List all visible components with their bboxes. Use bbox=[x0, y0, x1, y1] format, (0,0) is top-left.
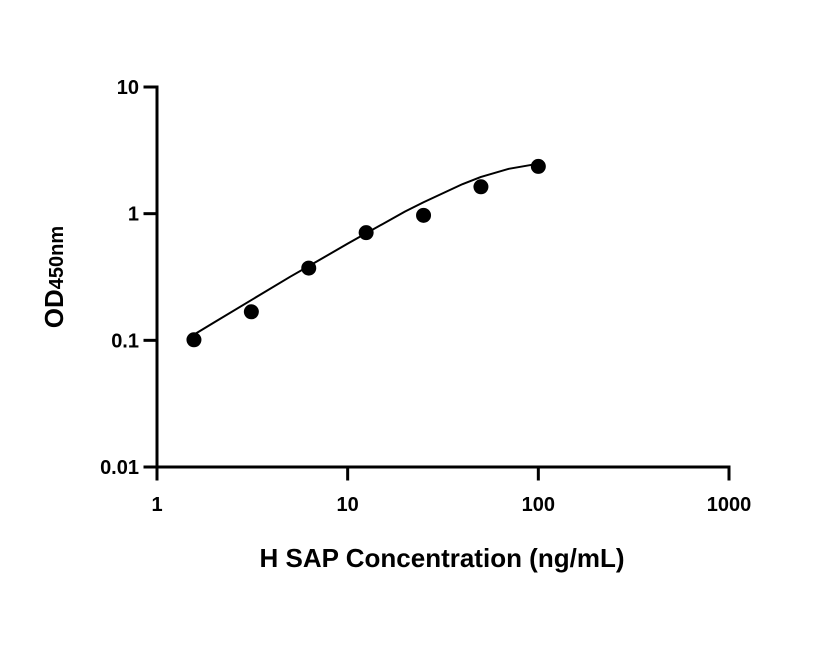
tick-labels-layer: 0.01 0.1 1 10 1 10 100 1000 bbox=[100, 77, 751, 516]
data-point bbox=[186, 332, 202, 348]
x-tick-label: 10 bbox=[337, 494, 359, 516]
data-point bbox=[416, 207, 432, 223]
x-axis-title: H SAP Concentration (ng/mL) bbox=[260, 543, 625, 573]
data-point bbox=[530, 158, 546, 174]
y-axis-title-subscript: 450nm bbox=[46, 226, 68, 289]
data-point bbox=[358, 225, 374, 241]
data-point bbox=[473, 179, 489, 195]
data-point bbox=[301, 260, 317, 276]
axes bbox=[143, 85, 731, 481]
data-points-layer bbox=[186, 158, 546, 348]
x-tick-label: 1 bbox=[151, 494, 162, 516]
y-tick-label: 0.1 bbox=[111, 330, 139, 352]
y-axis-title-main: OD bbox=[39, 289, 69, 328]
x-tick-label: 1000 bbox=[707, 494, 752, 516]
y-tick-label: 0.01 bbox=[100, 457, 139, 479]
y-axis-title: OD450nm bbox=[39, 226, 69, 328]
y-tick-label: 10 bbox=[117, 77, 139, 99]
data-point bbox=[243, 304, 259, 320]
x-tick-label: 100 bbox=[522, 494, 555, 516]
y-tick-label: 1 bbox=[128, 204, 139, 226]
